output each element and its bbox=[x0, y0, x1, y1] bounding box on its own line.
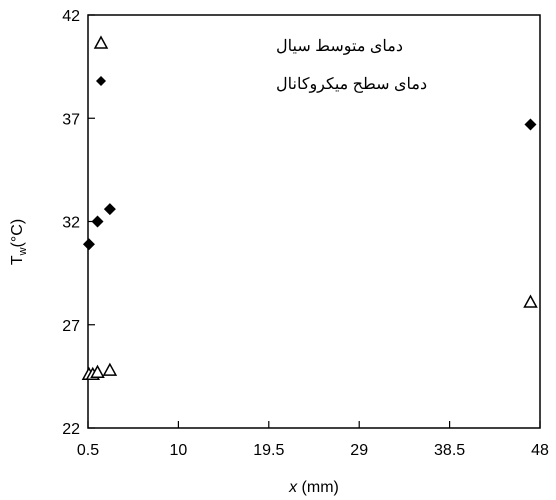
y-tick-label: 27 bbox=[62, 318, 80, 335]
x-tick-label: 29 bbox=[350, 442, 368, 459]
x-axis-title: x (mm) bbox=[288, 479, 339, 496]
x-axis-ticks: 0.5 10 19.5 29 38.5 48 bbox=[77, 421, 549, 459]
legend-entry-surface: دمای سطح میکروکانال bbox=[96, 76, 427, 93]
x-tick-label: 48 bbox=[531, 442, 549, 459]
x-tick-label: 38.5 bbox=[434, 442, 465, 459]
y-axis-ticks: 22 27 32 37 42 bbox=[62, 8, 95, 438]
data-point-surface-temperature bbox=[524, 118, 537, 131]
y-tick-label: 32 bbox=[62, 215, 80, 232]
data-points bbox=[81, 118, 538, 381]
data-point-surface-temperature bbox=[82, 238, 95, 251]
legend-label-surface: دمای سطح میکروکانال bbox=[276, 76, 427, 93]
y-tick-label: 42 bbox=[62, 8, 80, 25]
legend-entry-fluid: دمای متوسط سیال bbox=[93, 35, 403, 55]
data-point-fluid-temperature bbox=[523, 294, 538, 308]
legend: دمای متوسط سیال دمای سطح میکروکانال bbox=[93, 35, 427, 93]
data-point-surface-temperature bbox=[103, 203, 116, 216]
data-point-fluid-temperature bbox=[90, 364, 105, 378]
legend-label-fluid: دمای متوسط سیال bbox=[276, 38, 403, 55]
data-point-surface-temperature bbox=[91, 215, 104, 228]
data-point-fluid-temperature bbox=[102, 362, 118, 376]
x-tick-label: 19.5 bbox=[253, 442, 284, 459]
y-tick-label: 37 bbox=[62, 111, 80, 128]
legend-triangle-marker bbox=[93, 35, 109, 49]
legend-diamond-marker bbox=[96, 76, 106, 86]
y-tick-label: 22 bbox=[62, 421, 80, 438]
y-axis-title: Tw(°C) bbox=[9, 219, 29, 265]
x-tick-label: 10 bbox=[170, 442, 188, 459]
x-tick-label: 0.5 bbox=[77, 442, 99, 459]
